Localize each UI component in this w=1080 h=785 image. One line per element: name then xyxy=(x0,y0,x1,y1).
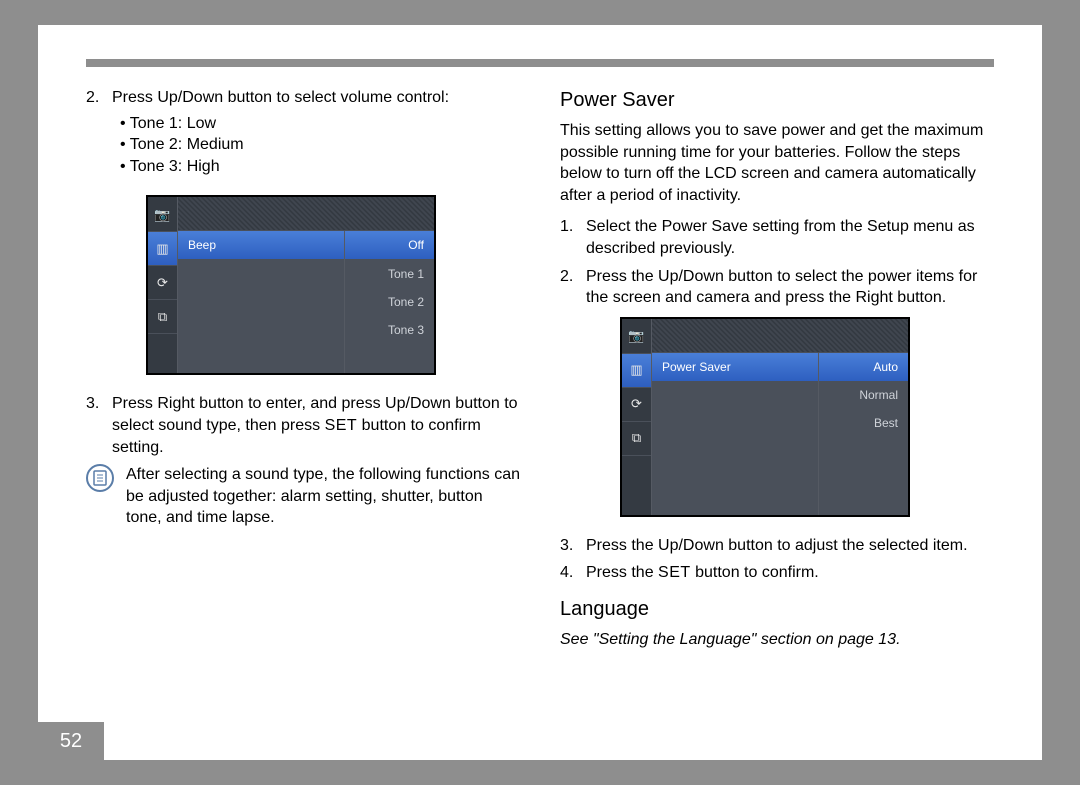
lcd-value-tone2: Tone 2 xyxy=(345,287,434,315)
tab-spacer xyxy=(622,455,651,515)
lcd-value-list: Off Tone 1 Tone 2 Tone 3 xyxy=(344,231,434,373)
camera-tab-icon: 📷 xyxy=(148,197,177,231)
right-step-2: 2. Press the Up/Down button to select th… xyxy=(560,266,994,309)
lcd-fill xyxy=(819,437,908,515)
step-number: 3. xyxy=(86,393,112,458)
note-icon xyxy=(86,464,114,492)
lcd-menu-item-beep: Beep xyxy=(178,231,344,259)
right-step-1: 1. Select the Power Save setting from th… xyxy=(560,216,994,259)
lcd-value-list: Auto Normal Best xyxy=(818,353,908,515)
overlap-tab-icon: ⧉ xyxy=(622,421,651,455)
lcd-beep-screenshot: 📷 ▥ ⟳ ⧉ Beep xyxy=(146,195,436,375)
lcd-value-best: Best xyxy=(819,409,908,437)
overlap-tab-icon: ⧉ xyxy=(148,299,177,333)
step-text: Press the SET button to confirm. xyxy=(586,562,994,584)
step-text: Press Right button to enter, and press U… xyxy=(112,393,520,458)
right-column: Power Saver This setting allows you to s… xyxy=(560,87,994,651)
lcd-fill xyxy=(178,259,344,373)
lcd-menu-list: Beep xyxy=(178,231,344,373)
lcd-menu-list: Power Saver xyxy=(652,353,818,515)
lcd-fill xyxy=(345,343,434,373)
tab-spacer xyxy=(148,333,177,373)
right-step-4: 4. Press the SET button to confirm. xyxy=(560,562,994,584)
lcd-tab-bar: 📷 ▥ ⟳ ⧉ xyxy=(148,197,178,373)
top-rule xyxy=(86,59,994,67)
lcd-value-auto: Auto xyxy=(819,353,908,381)
lcd-texture-bar xyxy=(652,319,908,353)
manual-page: 2. Press Up/Down button to select volume… xyxy=(38,25,1042,760)
power-saver-intro: This setting allows you to save power an… xyxy=(560,120,994,206)
content-columns: 2. Press Up/Down button to select volume… xyxy=(86,87,994,651)
step-number: 2. xyxy=(560,266,586,309)
step-number: 4. xyxy=(560,562,586,584)
lcd-value-off: Off xyxy=(345,231,434,259)
refresh-tab-icon: ⟳ xyxy=(622,387,651,421)
lcd-tab-bar: 📷 ▥ ⟳ ⧉ xyxy=(622,319,652,515)
lcd-power-saver-screenshot: 📷 ▥ ⟳ ⧉ Power Saver xyxy=(620,317,910,517)
camera-tab-icon: 📷 xyxy=(622,319,651,353)
bullet: Tone 3: High xyxy=(112,156,520,178)
film-tab-icon: ▥ xyxy=(148,231,177,265)
step-text: Press the Up/Down button to adjust the s… xyxy=(586,535,994,557)
right-step-3: 3. Press the Up/Down button to adjust th… xyxy=(560,535,994,557)
lcd-value-normal: Normal xyxy=(819,381,908,409)
step-number: 2. xyxy=(86,87,112,187)
film-tab-icon: ▥ xyxy=(622,353,651,387)
bullet: Tone 2: Medium xyxy=(112,134,520,156)
left-column: 2. Press Up/Down button to select volume… xyxy=(86,87,520,651)
tone-bullets: Tone 1: Low Tone 2: Medium Tone 3: High xyxy=(112,113,520,178)
step-text: Press the Up/Down button to select the p… xyxy=(586,266,994,309)
left-step-2: 2. Press Up/Down button to select volume… xyxy=(86,87,520,187)
heading-power-saver: Power Saver xyxy=(560,87,994,114)
lcd-fill xyxy=(652,381,818,515)
lcd-texture-bar xyxy=(178,197,434,231)
note-block: After selecting a sound type, the follow… xyxy=(86,464,520,529)
lcd-menu-item-power-saver: Power Saver xyxy=(652,353,818,381)
step-number: 1. xyxy=(560,216,586,259)
bullet: Tone 1: Low xyxy=(112,113,520,135)
lcd-value-tone3: Tone 3 xyxy=(345,315,434,343)
refresh-tab-icon: ⟳ xyxy=(148,265,177,299)
lcd-value-tone1: Tone 1 xyxy=(345,259,434,287)
left-step-3: 3. Press Right button to enter, and pres… xyxy=(86,393,520,458)
language-ref-text: See "Setting the Language" section on pa… xyxy=(560,629,994,651)
step-text: Press Up/Down button to select volume co… xyxy=(112,87,520,109)
page-number: 52 xyxy=(38,722,104,760)
heading-language: Language xyxy=(560,596,994,623)
step-text: Select the Power Save setting from the S… xyxy=(586,216,994,259)
step-number: 3. xyxy=(560,535,586,557)
note-text: After selecting a sound type, the follow… xyxy=(126,464,520,529)
